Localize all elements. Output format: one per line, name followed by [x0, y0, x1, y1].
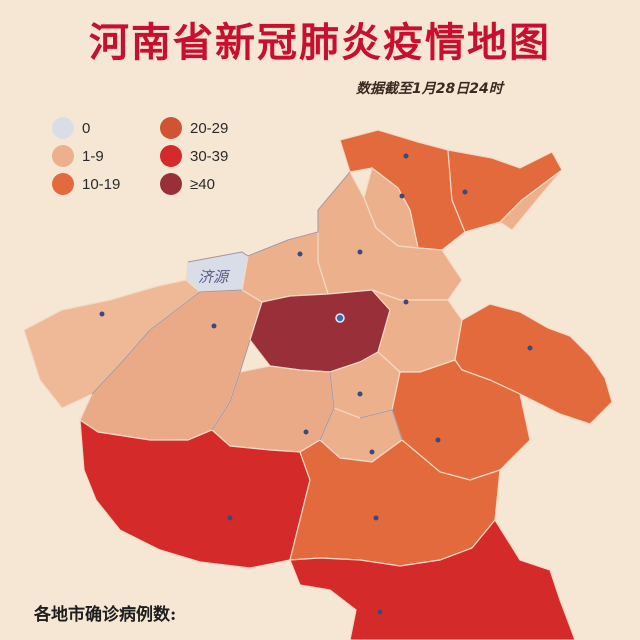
- legend-swatch-1-9: [52, 145, 74, 167]
- city-dot-zhoukou: [435, 437, 441, 443]
- legend-label-0: 0: [82, 119, 91, 137]
- city-dot-puyang: [462, 189, 468, 195]
- city-dot-sanmenxia: [99, 311, 105, 317]
- legend: 0 1-9 10-19 20-29 30-39 ≥40: [52, 117, 282, 198]
- city-dot-nanyang: [227, 515, 233, 521]
- legend-swatch-40-plus: [160, 173, 182, 195]
- legend-label-30-39: 30-39: [190, 147, 229, 165]
- page-title: 河南省新冠肺炎疫情地图: [89, 19, 551, 66]
- legend-item-30-39: 30-39: [160, 145, 229, 167]
- legend-label-10-19: 10-19: [82, 175, 121, 193]
- legend-swatch-10-19: [52, 173, 74, 195]
- region-xinyang: [289, 518, 576, 640]
- city-dot-kaifeng: [403, 299, 409, 305]
- city-dot-jiaozuo: [297, 251, 303, 257]
- data-date-note: 数据截至1月28日24时: [356, 81, 503, 97]
- jiyuan-label: 济源: [198, 268, 231, 286]
- legend-label-1-9: 1-9: [82, 147, 104, 165]
- city-dot-hebi: [399, 193, 405, 199]
- legend-label-20-29: 20-29: [190, 119, 229, 137]
- legend-item-10-19: 10-19: [52, 173, 121, 195]
- region-jiaozuo: [241, 231, 329, 303]
- city-dot-pingdingshan: [303, 429, 309, 435]
- city-dot-xinyang: [377, 609, 383, 615]
- region-puyang-east: [499, 169, 563, 231]
- city-dot-luohe: [369, 449, 375, 455]
- legend-item-20-29: 20-29: [160, 117, 229, 139]
- city-dot-anyang: [403, 153, 409, 159]
- legend-swatch-0: [52, 117, 74, 139]
- legend-swatch-30-39: [160, 145, 182, 167]
- legend-item-0: 0: [52, 117, 91, 139]
- legend-item-40-plus: ≥40: [160, 173, 215, 195]
- city-dot-zhumadian: [373, 515, 379, 521]
- city-dot-xuchang: [357, 391, 363, 397]
- city-dot-xinxiang: [357, 249, 363, 255]
- city-dot-shangqiu: [527, 345, 533, 351]
- city-markers: [99, 153, 533, 615]
- city-dot-luoyang: [211, 323, 217, 329]
- legend-swatch-20-29: [160, 117, 182, 139]
- legend-item-1-9: 1-9: [52, 145, 104, 167]
- district-borders: [91, 171, 403, 441]
- footer-caption: 各地市确诊病例数:: [34, 605, 177, 625]
- city-dot-zhengzhou: [335, 313, 345, 323]
- legend-label-40-plus: ≥40: [190, 175, 215, 193]
